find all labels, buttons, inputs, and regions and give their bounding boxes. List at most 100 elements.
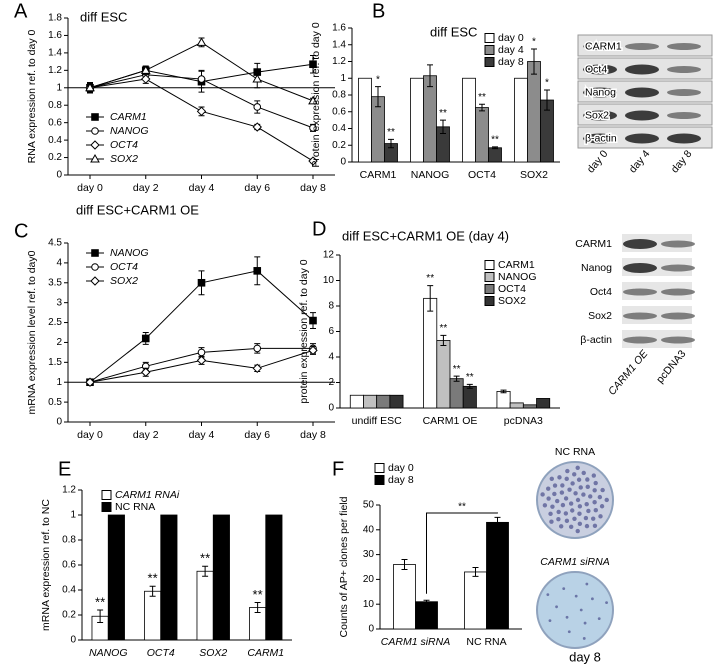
y-tick-label: 0.2: [48, 152, 62, 163]
error-bar-line: [97, 609, 104, 623]
blot-band: [661, 288, 695, 296]
chart-title: diff ESC: [430, 24, 477, 39]
colony: [572, 516, 577, 522]
marker: [91, 113, 99, 121]
marker: [309, 316, 317, 325]
blot-band: [583, 64, 617, 75]
colony: [567, 630, 571, 634]
x-tick-label: day 8: [300, 429, 326, 441]
error-bar-line: [466, 383, 473, 389]
blot-band: [623, 312, 657, 320]
colony: [592, 500, 597, 505]
colony: [576, 477, 582, 482]
blot-band: [583, 110, 617, 121]
legend-label: NC RNA: [115, 501, 155, 513]
bar: [475, 107, 489, 163]
blot-band: [661, 336, 695, 344]
colony: [550, 504, 555, 509]
marker: [140, 65, 151, 74]
marker: [253, 344, 262, 353]
marker: [196, 355, 207, 366]
legend-swatch: [374, 463, 385, 473]
colony: [575, 497, 581, 503]
significance: *: [376, 74, 380, 85]
error-bar: [423, 599, 430, 604]
error-bar-line: [401, 559, 408, 570]
blot-lane-label: day 4: [627, 148, 653, 176]
colony: [590, 597, 594, 601]
error-bar-line: [375, 86, 381, 108]
marker: [308, 156, 318, 166]
bar: [358, 77, 372, 163]
colony: [542, 503, 548, 508]
bar: [389, 394, 404, 409]
y-tick-label: 1.4: [48, 48, 62, 59]
marker: [90, 153, 100, 163]
legend-swatch: [101, 490, 112, 500]
significance: **: [478, 92, 486, 103]
marker: [91, 249, 99, 257]
error-bar: [427, 285, 434, 312]
legend-label: day 8: [498, 56, 524, 68]
colony: [585, 582, 589, 586]
blot-row-label: CARM1: [575, 238, 612, 250]
x-tick-label: SOX2: [199, 647, 227, 659]
significance: **: [440, 323, 448, 334]
error-bar-line: [423, 599, 430, 604]
blot-band: [667, 112, 701, 119]
legend-label: day 0: [388, 462, 414, 474]
colony: [579, 608, 583, 612]
bar: [423, 75, 437, 163]
y-tick-label: 1.5: [48, 357, 62, 368]
error-bar-line: [427, 285, 434, 312]
bar: [363, 394, 378, 409]
legend-label: CARM1: [498, 259, 535, 271]
y-tick-label: 8: [328, 301, 334, 312]
colony: [546, 486, 551, 491]
y-tick-label: 1.2: [62, 485, 76, 496]
colony: [578, 485, 583, 490]
marker: [91, 127, 99, 135]
colony: [565, 615, 569, 619]
colony: [584, 523, 590, 529]
error-bar-line: [440, 119, 446, 135]
error-bar: [453, 375, 460, 382]
colony: [577, 521, 583, 526]
bar: [415, 601, 438, 630]
marker: [90, 276, 100, 286]
colony: [592, 523, 598, 528]
blot-row-label: Nanog: [585, 86, 616, 98]
bar: [423, 297, 438, 409]
error-bar-line: [500, 389, 507, 394]
comparison-label: **: [458, 502, 466, 513]
error-bar-line: [149, 585, 156, 597]
colony: [588, 494, 593, 499]
marker: [252, 363, 262, 374]
colony: [597, 494, 603, 500]
y-tick-label: 0.4: [332, 123, 346, 134]
y-tick-label: 0: [56, 417, 62, 428]
legend-label: SOX2: [498, 295, 526, 307]
legend-label: CARM1: [110, 111, 147, 123]
colony: [555, 605, 558, 609]
error-bar: [500, 389, 507, 394]
blot-lane-label: day 0: [585, 148, 611, 176]
colony: [570, 508, 575, 513]
y-tick-label: 1: [56, 82, 62, 93]
blot-band: [667, 43, 701, 50]
chart-title: diff ESC+CARM1 OE (day 4): [342, 228, 509, 243]
blot-lane-label: CARM1 OE: [606, 347, 651, 397]
blot-row-label: CARM1: [585, 40, 622, 52]
significance: **: [453, 364, 461, 375]
legend-label: day 4: [498, 44, 524, 56]
y-tick-label: 50: [363, 500, 375, 511]
marker: [197, 348, 206, 357]
colony: [592, 488, 597, 493]
marker: [90, 140, 100, 150]
y-tick-label: 0.6: [332, 106, 346, 117]
chart-title: diff ESC: [80, 9, 127, 24]
significance: *: [545, 78, 549, 89]
legend-label: NANOG: [498, 271, 537, 283]
error-bar: [472, 566, 479, 577]
error-bar: [202, 565, 209, 577]
